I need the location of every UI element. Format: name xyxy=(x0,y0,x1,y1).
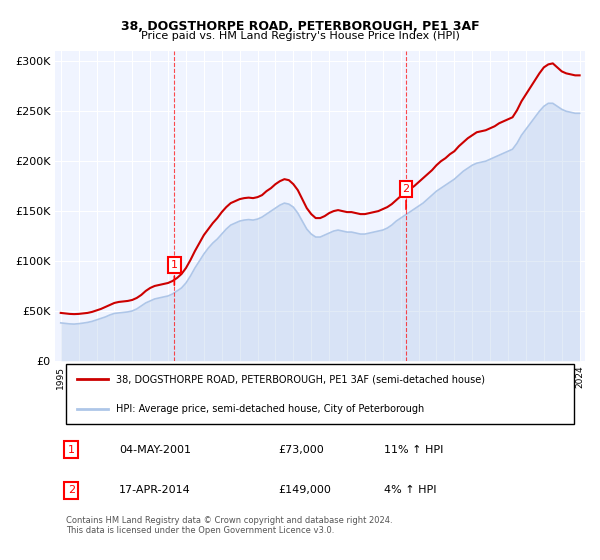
Text: £149,000: £149,000 xyxy=(278,486,331,496)
Text: HPI: Average price, semi-detached house, City of Peterborough: HPI: Average price, semi-detached house,… xyxy=(116,404,425,414)
Text: Price paid vs. HM Land Registry's House Price Index (HPI): Price paid vs. HM Land Registry's House … xyxy=(140,31,460,41)
Text: 1: 1 xyxy=(68,445,75,455)
Text: 04-MAY-2001: 04-MAY-2001 xyxy=(119,445,191,455)
Text: 38, DOGSTHORPE ROAD, PETERBOROUGH, PE1 3AF (semi-detached house): 38, DOGSTHORPE ROAD, PETERBOROUGH, PE1 3… xyxy=(116,375,485,384)
FancyBboxPatch shape xyxy=(66,364,574,424)
Text: Contains HM Land Registry data © Crown copyright and database right 2024.
This d: Contains HM Land Registry data © Crown c… xyxy=(66,516,392,535)
Text: 2: 2 xyxy=(403,184,410,209)
Text: 1: 1 xyxy=(171,260,178,285)
Text: 4% ↑ HPI: 4% ↑ HPI xyxy=(384,486,436,496)
Text: 2: 2 xyxy=(68,486,75,496)
Text: 17-APR-2014: 17-APR-2014 xyxy=(119,486,191,496)
Text: 11% ↑ HPI: 11% ↑ HPI xyxy=(384,445,443,455)
Text: 38, DOGSTHORPE ROAD, PETERBOROUGH, PE1 3AF: 38, DOGSTHORPE ROAD, PETERBOROUGH, PE1 3… xyxy=(121,20,479,32)
Text: £73,000: £73,000 xyxy=(278,445,323,455)
